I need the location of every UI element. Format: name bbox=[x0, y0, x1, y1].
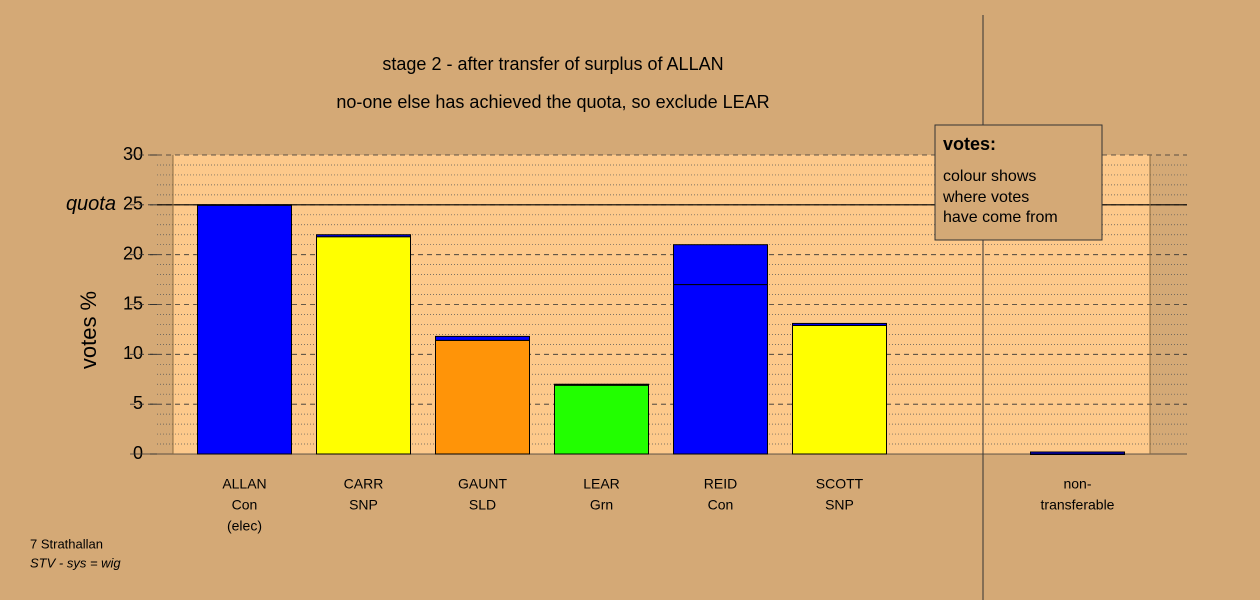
x-tick-label: SCOTT bbox=[816, 476, 864, 492]
x-tick-label: Con bbox=[708, 497, 734, 513]
y-axis-label: votes % bbox=[76, 291, 101, 369]
x-tick-label: (elec) bbox=[227, 518, 262, 534]
quota-label: quota bbox=[66, 193, 116, 215]
x-tick-label: SLD bbox=[469, 497, 496, 513]
bar bbox=[435, 335, 530, 341]
y-tick-label: 25 bbox=[123, 194, 143, 214]
bar bbox=[792, 322, 887, 326]
y-tick-label: 10 bbox=[123, 343, 143, 363]
legend-title: votes: bbox=[943, 134, 996, 154]
bar bbox=[197, 204, 292, 206]
chart-subtitle: no-one else has achieved the quota, so e… bbox=[336, 92, 769, 112]
bar bbox=[554, 384, 649, 455]
chart-title: stage 2 - after transfer of surplus of A… bbox=[382, 54, 723, 74]
x-tick-label: SNP bbox=[349, 497, 378, 513]
x-tick-label: GAUNT bbox=[458, 476, 507, 492]
y-tick-label: 30 bbox=[123, 144, 143, 164]
footer: 7 Strathallan bbox=[30, 536, 103, 551]
legend-text: where votes bbox=[942, 189, 1029, 206]
bar bbox=[316, 236, 411, 455]
bar bbox=[554, 383, 649, 386]
x-tick-label: transferable bbox=[1041, 497, 1115, 513]
legend-box bbox=[934, 124, 1103, 241]
y-tick-label: 15 bbox=[123, 293, 143, 313]
bar bbox=[1030, 451, 1125, 455]
x-tick-label: CARR bbox=[344, 476, 384, 492]
bar bbox=[673, 244, 768, 286]
bar bbox=[673, 284, 768, 455]
bar bbox=[316, 234, 411, 238]
y-tick-label: 5 bbox=[133, 393, 143, 413]
x-tick-label: non- bbox=[1063, 476, 1091, 492]
legend-text: have come from bbox=[943, 209, 1058, 226]
x-tick-label: LEAR bbox=[583, 476, 620, 492]
x-tick-label: SNP bbox=[825, 497, 854, 513]
bar bbox=[197, 204, 292, 455]
x-tick-label: ALLAN bbox=[222, 476, 266, 492]
x-tick-label: Con bbox=[232, 497, 258, 513]
legend-text: colour shows bbox=[943, 168, 1036, 185]
y-tick-label: 0 bbox=[133, 443, 143, 463]
bar bbox=[792, 324, 887, 455]
x-tick-label: REID bbox=[704, 476, 737, 492]
x-tick-label: Grn bbox=[590, 497, 613, 513]
footer: STV - sys = wig bbox=[30, 555, 121, 570]
y-tick-label: 20 bbox=[123, 243, 143, 263]
bar bbox=[435, 339, 530, 455]
